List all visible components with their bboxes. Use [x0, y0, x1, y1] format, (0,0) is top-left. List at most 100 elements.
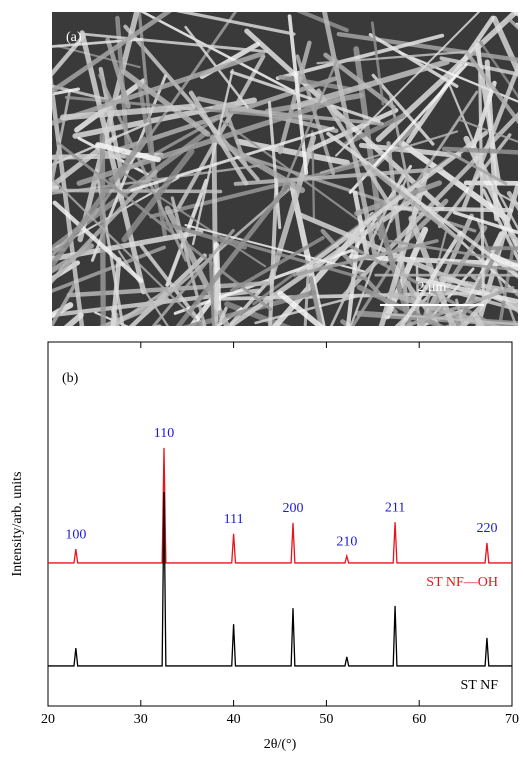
series-label: ST NF—OH: [426, 575, 498, 590]
xrd-curve: [48, 447, 512, 564]
fiber: [184, 223, 365, 273]
fiber: [245, 335, 291, 387]
fiber: [346, 325, 347, 326]
fiber: [151, 228, 235, 326]
fiber: [275, 33, 445, 81]
fiber: [464, 50, 518, 125]
fiber: [368, 33, 459, 88]
fiber: [15, 44, 49, 232]
fiber: [461, 61, 518, 212]
plot-frame: [47, 341, 513, 707]
fiber: [303, 253, 311, 326]
fiber: [52, 136, 147, 270]
fiber: [208, 253, 216, 326]
fiber: [121, 148, 195, 243]
fiber: [216, 306, 228, 326]
fiber: [52, 144, 62, 180]
fiber: [454, 246, 501, 326]
fiber: [398, 51, 518, 103]
x-tick-label: 30: [134, 712, 148, 727]
fiber: [350, 253, 400, 326]
fiber: [52, 122, 150, 167]
fiber: [52, 284, 76, 326]
fiber: [120, 68, 211, 137]
series-label: ST NF: [461, 678, 499, 693]
fiber: [371, 73, 435, 146]
fiber: [149, 157, 384, 219]
fiber: [428, 283, 518, 312]
fiber: [229, 70, 381, 124]
fiber: [175, 182, 291, 326]
fiber: [188, 90, 249, 186]
fiber: [98, 73, 188, 262]
x-tick-label: 60: [412, 712, 426, 727]
fiber: [52, 185, 60, 192]
peak-label: 211: [385, 500, 405, 515]
x-tick-label: 70: [505, 712, 519, 727]
fiber: [277, 40, 312, 155]
fiber: [326, 131, 518, 278]
fiber: [52, 135, 118, 190]
fiber: [277, 290, 325, 326]
fiber: [77, 12, 140, 243]
fiber: [0, 284, 41, 312]
fiber: [335, 12, 481, 157]
fiber: [441, 146, 518, 155]
fiber: [374, 206, 414, 326]
fiber: [99, 296, 170, 326]
fiber: [0, 14, 43, 239]
fiber: [109, 289, 167, 326]
fiber: [491, 15, 518, 78]
fiber: [292, 239, 439, 277]
fiber: [497, 248, 515, 326]
fiber: [213, 273, 220, 326]
fiber: [230, 236, 325, 293]
fiber: [459, 119, 518, 143]
fiber: [216, 116, 381, 237]
fiber: [415, 276, 518, 304]
y-axis-label: Intensity/arb. units: [10, 472, 25, 577]
fiber: [370, 21, 385, 106]
scale-bar-label: 2 μm: [418, 280, 447, 295]
fiber: [52, 37, 144, 48]
fiber: [308, 276, 324, 326]
fiber: [79, 30, 147, 295]
fiber: [295, 54, 336, 176]
fiber: [366, 164, 463, 243]
sem-fibers: [0, 12, 518, 515]
fiber: [276, 58, 339, 204]
x-tick-label: 50: [319, 712, 333, 727]
fiber: [399, 230, 463, 326]
fiber: [306, 107, 399, 153]
fiber: [381, 336, 444, 515]
peak-label: 100: [65, 527, 86, 542]
fiber: [437, 260, 518, 272]
fiber: [79, 32, 269, 53]
xrd-curve: [48, 491, 512, 667]
fiber: [188, 297, 214, 326]
peak-label: 220: [476, 521, 497, 536]
fiber: [233, 167, 444, 186]
fiber: [52, 229, 204, 262]
fiber: [0, 71, 49, 291]
fiber: [225, 188, 428, 326]
fiber: [130, 188, 291, 326]
panel-label: (b): [62, 371, 79, 386]
fiber: [476, 217, 518, 326]
fiber: [472, 311, 485, 326]
fiber: [175, 54, 266, 211]
fiber: [110, 257, 122, 326]
fiber: [358, 142, 462, 159]
fiber: [474, 149, 518, 231]
fiber: [175, 12, 296, 36]
fiber: [463, 180, 518, 186]
fiber: [191, 68, 234, 246]
fiber: [316, 50, 469, 65]
fiber: [319, 130, 459, 174]
fiber: [267, 100, 282, 230]
fiber: [322, 12, 378, 259]
fiber: [408, 215, 457, 326]
fiber: [383, 205, 514, 213]
fiber: [340, 111, 518, 299]
fiber: [52, 12, 172, 95]
